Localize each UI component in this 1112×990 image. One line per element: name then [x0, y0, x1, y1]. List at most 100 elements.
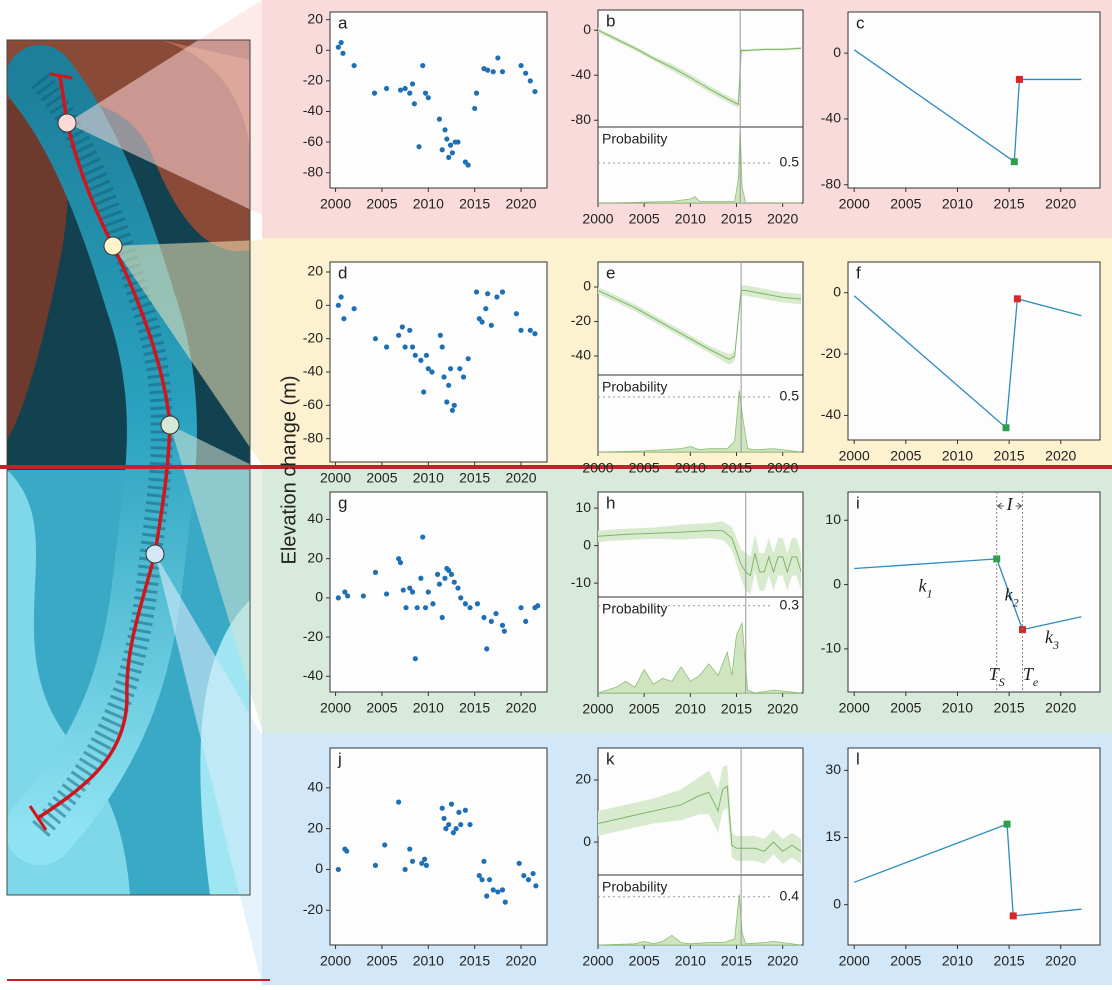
annotation-subscript: e	[1033, 675, 1039, 689]
point	[458, 821, 464, 828]
x-tick-label: 2010	[675, 460, 706, 476]
panel: 20 0 -20 -40 -60 -80 2000 2005 2010 2015 2020 d	[303, 261, 548, 486]
annotation-subscript: 2	[1013, 595, 1019, 609]
point	[533, 883, 539, 889]
point	[447, 142, 454, 148]
point	[527, 78, 533, 84]
y-tick-label: 30	[825, 761, 841, 777]
x-tick-label: 2005	[366, 196, 397, 212]
x-tick-label: 2010	[942, 448, 973, 464]
y-tick-label: 0	[315, 589, 323, 605]
point	[372, 336, 379, 342]
x-tick-label: 2005	[629, 953, 660, 969]
x-tick-label: 2005	[366, 470, 397, 486]
point	[409, 81, 416, 87]
site-marker	[160, 415, 180, 435]
y-tick-label: -20	[303, 628, 323, 644]
panel: 20 0 -20 -40 -60 -80 2000 2005 2010 2015 2020 a	[303, 10, 548, 212]
point	[499, 69, 506, 75]
trend-line	[853, 823, 1082, 917]
point	[335, 866, 341, 873]
annotation-symbol: I	[1006, 494, 1014, 514]
x-tick-label: 2020	[1045, 196, 1076, 212]
point	[499, 289, 506, 295]
plot-area	[597, 261, 804, 376]
x-tick-label: 2020	[1045, 448, 1076, 464]
point	[439, 344, 445, 350]
threshold-label: 0.5	[780, 388, 800, 404]
point	[439, 147, 445, 153]
plot-area	[329, 11, 548, 189]
threshold-label: 0.3	[780, 596, 800, 612]
site-marker	[145, 544, 165, 564]
wedge	[170, 425, 262, 730]
panel: 0 -40 -80 2000 2005 2010 2015 2020 c	[821, 11, 1101, 212]
breakpoint-marker	[1002, 424, 1010, 432]
y-tick-label: 0	[583, 278, 591, 294]
plot-content	[853, 823, 1082, 917]
point	[383, 344, 390, 350]
x-tick-label: 2010	[413, 470, 444, 486]
point	[530, 870, 536, 877]
annotation: Te	[1023, 664, 1039, 689]
point	[472, 105, 478, 112]
x-tick-label: 2000	[320, 700, 351, 716]
x-tick-label: 2005	[629, 701, 660, 717]
point	[351, 306, 357, 312]
x-tick-label: 2010	[942, 700, 973, 716]
point	[499, 622, 506, 628]
plot-content	[598, 28, 802, 108]
point	[484, 646, 490, 652]
point	[488, 322, 494, 328]
point	[335, 595, 341, 601]
annotation: I	[1006, 494, 1014, 514]
point	[382, 842, 388, 848]
probability-area-frame	[597, 874, 804, 946]
x-tick-label: 2020	[1045, 700, 1076, 716]
panel-label: b	[606, 11, 615, 30]
x-tick-label: 2010	[942, 953, 973, 969]
point	[455, 139, 461, 145]
y-tick-label: 20	[307, 819, 323, 835]
point	[532, 331, 538, 337]
point	[400, 587, 406, 593]
y-tick-label: 40	[307, 779, 323, 795]
x-tick-label: 2000	[320, 470, 351, 486]
point	[535, 603, 541, 609]
point	[502, 899, 508, 905]
point	[407, 846, 413, 852]
point	[441, 374, 447, 380]
point	[521, 872, 527, 879]
y-tick-label: -20	[303, 901, 323, 917]
x-tick-label: 2020	[505, 196, 536, 212]
point	[473, 90, 480, 96]
point	[402, 85, 408, 92]
x-tick-label: 2000	[839, 448, 870, 464]
y-tick-label: -80	[303, 163, 323, 179]
point	[436, 116, 443, 122]
y-tick-label: 0	[583, 536, 591, 552]
point	[518, 605, 524, 611]
x-tick-label: 2020	[767, 701, 798, 717]
x-tick-label: 2015	[721, 953, 752, 969]
annotation: TS	[989, 664, 1005, 689]
point	[444, 399, 450, 405]
point	[481, 858, 487, 864]
point	[439, 614, 445, 621]
x-tick-label: 2015	[459, 470, 490, 486]
panel: 0 -20 -40 2000 2005 2010 2015 2020 f	[821, 261, 1101, 464]
point	[421, 856, 428, 862]
point	[446, 154, 452, 160]
point	[460, 374, 467, 380]
point	[419, 860, 425, 866]
panel: 0 -20 -40 2000 2005 2010 2015 2020 e 0.5 Probabili…	[571, 261, 804, 476]
panel-label: h	[606, 493, 615, 512]
point	[412, 656, 418, 662]
y-tick-label: 10	[575, 499, 591, 515]
panel-label: g	[338, 493, 347, 512]
point	[434, 571, 441, 577]
point	[372, 569, 379, 575]
point	[485, 67, 491, 73]
x-tick-label: 2020	[1045, 953, 1076, 969]
point	[449, 150, 456, 156]
